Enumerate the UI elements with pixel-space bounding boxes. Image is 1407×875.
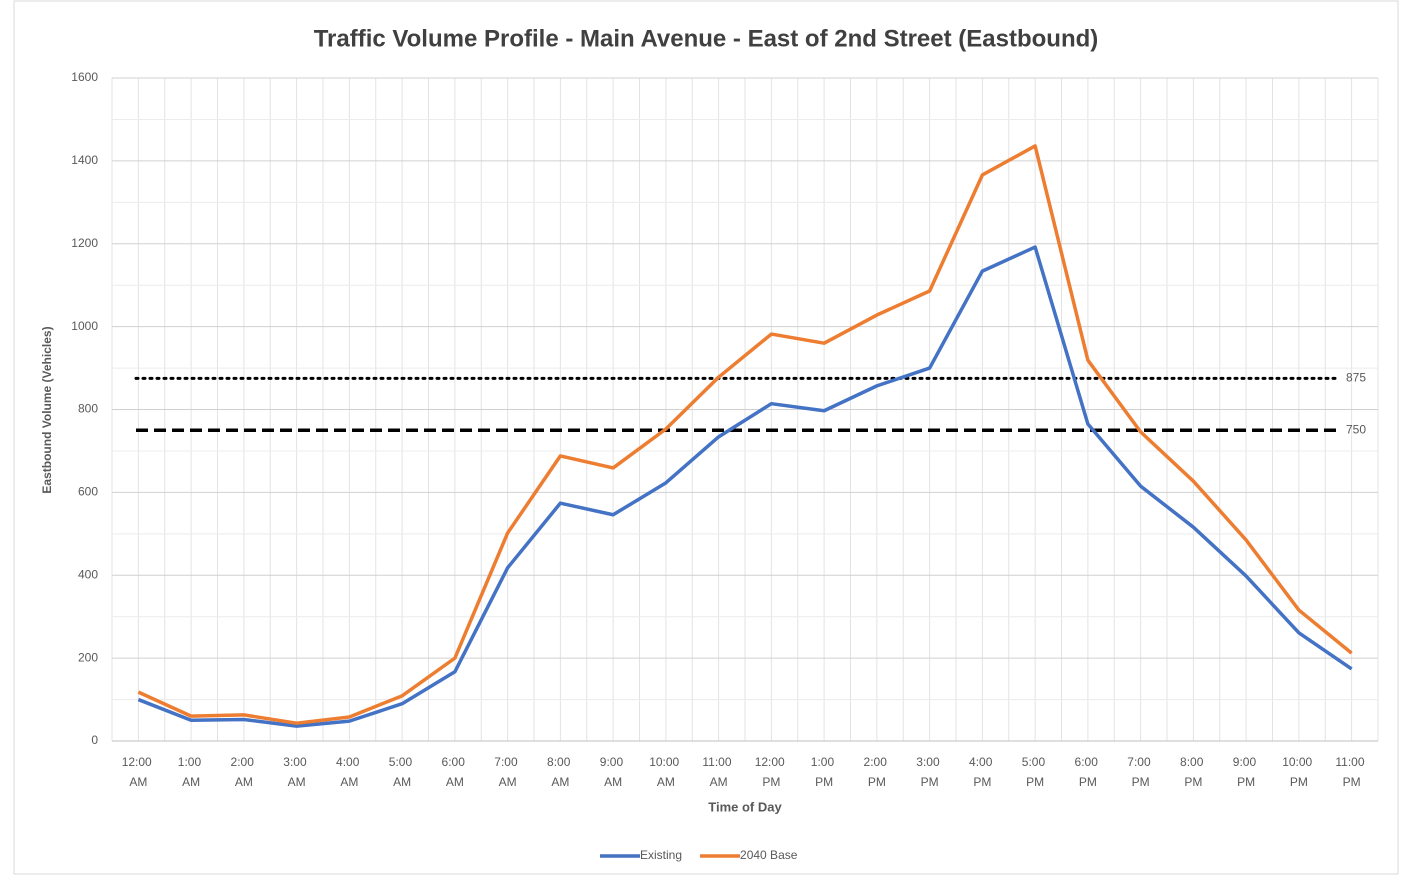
chart-frame (13, 0, 1399, 875)
x-tick-label: 2:00 AM (231, 755, 258, 789)
y-tick-label: 1200 (71, 236, 98, 250)
y-tick-label: 1600 (71, 70, 98, 84)
x-tick-label: 5:00 AM (389, 755, 416, 789)
x-tick-label: 4:00 PM (969, 755, 996, 789)
x-tick-label: 12:00 AM (122, 755, 155, 789)
x-tick-label: 8:00 PM (1180, 755, 1207, 789)
x-tick-label: 6:00 PM (1075, 755, 1102, 789)
x-tick-label: 12:00 PM (755, 755, 788, 789)
x-tick-label: 8:00 AM (547, 755, 574, 789)
y-tick-label: 0 (91, 733, 98, 747)
y-tick-label: 200 (78, 650, 98, 664)
x-axis-label: Time of Day (708, 799, 782, 814)
reference-label: 875 (1346, 371, 1366, 385)
chart-title: Traffic Volume Profile - Main Avenue - E… (314, 25, 1099, 52)
x-tick-label: 11:00 PM (1335, 755, 1367, 789)
x-tick-label: 10:00 PM (1282, 755, 1315, 789)
x-tick-label: 7:00 PM (1127, 755, 1154, 789)
x-tick-label: 5:00 PM (1022, 755, 1049, 789)
y-tick-label: 400 (78, 567, 98, 581)
x-tick-label: 10:00 AM (649, 755, 682, 789)
y-axis-label: Eastbound Volume (Vehicles) (40, 326, 54, 493)
x-tick-label: 9:00 AM (600, 755, 627, 789)
x-tick-label: 7:00 AM (494, 755, 521, 789)
y-tick-label: 800 (78, 402, 98, 416)
x-tick-label: 11:00 AM (702, 755, 734, 789)
x-tick-label: 1:00 PM (811, 755, 838, 789)
legend-label: Existing (640, 848, 682, 862)
x-tick-label: 9:00 PM (1233, 755, 1260, 789)
x-tick-label: 6:00 AM (442, 755, 469, 789)
x-tick-label: 2:00 PM (864, 755, 891, 789)
reference-label: 750 (1346, 422, 1366, 436)
x-tick-label: 3:00 PM (916, 755, 943, 789)
x-tick-label: 1:00 AM (178, 755, 205, 789)
x-tick-label: 4:00 AM (336, 755, 363, 789)
series-line (137, 144, 1353, 725)
y-tick-label: 1000 (71, 319, 98, 333)
series-line (137, 245, 1353, 728)
legend-label: 2040 Base (740, 848, 798, 862)
x-tick-label: 3:00 AM (283, 755, 310, 789)
y-tick-label: 1400 (71, 153, 98, 167)
y-tick-label: 600 (78, 485, 98, 499)
